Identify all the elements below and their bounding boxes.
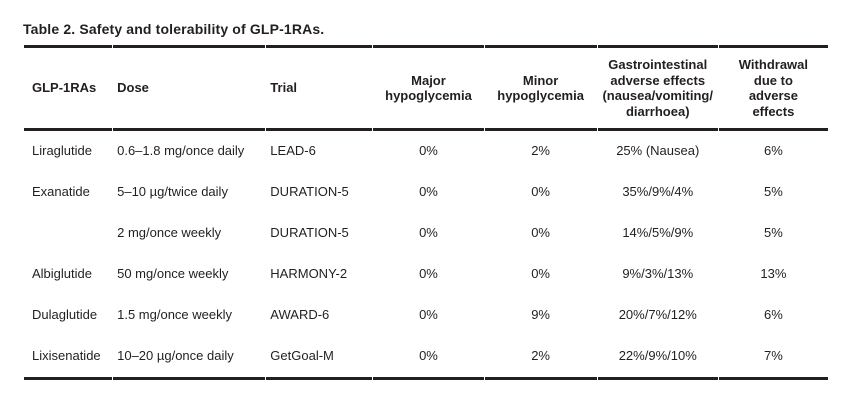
table-cell: Exanatide [32,184,90,200]
table-cell: Albiglutide [32,266,92,282]
table-cell: 2% [531,143,550,159]
column-header-trial: Trial [266,45,373,132]
table-cell: 5–10 µg/twice daily [117,184,228,200]
table-cell: DURATION-5 [270,225,349,241]
table-cell: HARMONY-2 [270,266,348,282]
table-cell: 7% [718,336,828,380]
table-cell [24,213,112,254]
table-cell: Liraglutide [32,143,92,159]
table-row: Liraglutide 0.6–1.8 mg/once daily LEAD-6 0%… [24,131,828,172]
table-cell: 9% [531,307,550,323]
table-cell: DURATION-5 [270,184,349,200]
column-header-dose: Dose [113,45,266,132]
safety-table: GLP-1RAs Dose Trial Major hypoglycemia M… [23,45,829,380]
table-cell: 2% [484,336,597,380]
table-cell: 0% [373,336,484,380]
table-cell: 2 mg/once weekly [117,225,222,241]
table-cell: 13% [760,266,787,282]
table-row: Lixisenatide 10–20 µg/once daily GetGoal-M… [24,336,828,380]
table-cell: 10–20 µg/once daily [113,336,266,380]
table-cell: 5% [764,225,783,241]
table-row: Dulaglutide 1.5 mg/once weekly AWARD-6 0% 9%… [24,295,828,336]
column-header-major-hypo: Major hypoglycemia [373,45,484,132]
column-header-glp1ras: GLP-1RAs [24,45,113,132]
table-cell: 0% [419,225,438,241]
table-header: GLP-1RAs Dose Trial Major hypoglycemia M… [24,45,828,132]
table-cell: Dulaglutide [32,307,98,323]
table-cell: 0% [531,225,550,241]
table-row: 2 mg/once weekly DURATION-5 0% 0% 14%/5%/9% 5… [24,213,828,254]
table-cell: 25% (Nausea) [616,143,700,159]
table-cell: LEAD-6 [270,143,316,159]
table-cell: 6% [764,307,783,323]
table-cell: 20%/7%/12% [618,307,697,323]
table-row: Albiglutide 50 mg/once weekly HARMONY-2 0% 0… [24,254,828,295]
table-cell: AWARD-6 [270,307,330,323]
table-cell: 1.5 mg/once weekly [117,307,233,323]
table-cell: 22%/9%/10% [597,336,718,380]
table-cell: 35%/9%/4% [622,184,694,200]
column-header-gi-effects: Gastrointestinal adverse effects (nausea… [597,45,718,132]
table-cell: 0% [531,266,550,282]
table-cell: 0% [531,184,550,200]
table-cell: Lixisenatide [24,336,113,380]
table-cell: 0% [419,307,438,323]
table-cell: GetGoal-M [266,336,373,380]
table-cell: 14%/5%/9% [622,225,694,241]
column-header-minor-hypo: Minor hypoglycemia [484,45,597,132]
table-cell: 9%/3%/13% [622,266,694,282]
table-body: Liraglutide 0.6–1.8 mg/once daily LEAD-6 0%… [24,131,828,380]
header-row: GLP-1RAs Dose Trial Major hypoglycemia M… [24,45,828,132]
table-cell: 0.6–1.8 mg/once daily [117,143,245,159]
table-cell: 0% [419,266,438,282]
table-title: Table 2. Safety and tolerability of GLP-… [23,21,325,37]
table-cell: 50 mg/once weekly [117,266,229,282]
table-cell: 5% [764,184,783,200]
table-row: Exanatide 5–10 µg/twice daily DURATION-5 0%… [24,172,828,213]
table-cell: 6% [764,143,783,159]
table-cell: 0% [419,143,438,159]
table-cell: 0% [419,184,438,200]
table-block: Table 2. Safety and tolerability of GLP-… [23,21,829,380]
column-header-withdrawal: Withdrawal due to adverse effects [718,45,828,132]
